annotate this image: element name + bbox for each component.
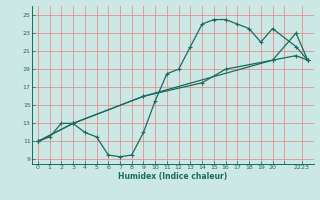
X-axis label: Humidex (Indice chaleur): Humidex (Indice chaleur) bbox=[118, 172, 228, 181]
